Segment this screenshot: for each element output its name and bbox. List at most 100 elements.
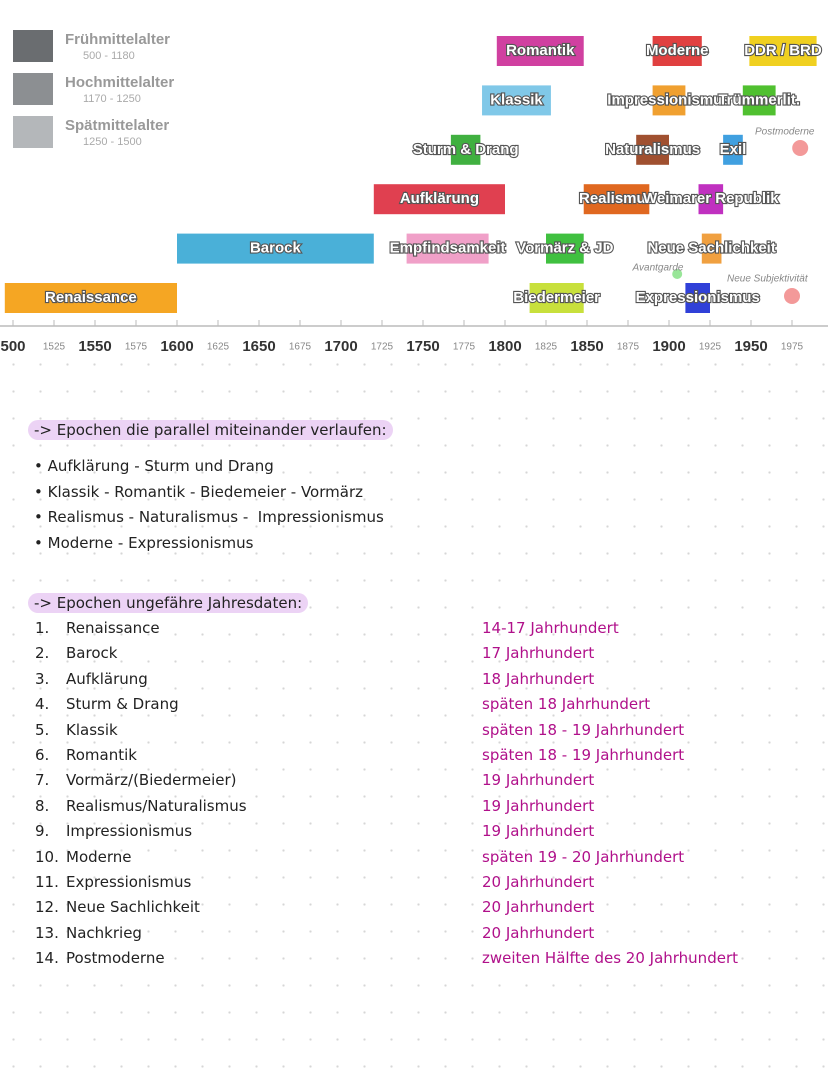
item-date: 19 Jahrhundert bbox=[482, 796, 594, 816]
item-name: Sturm & Drang bbox=[66, 694, 179, 714]
tick-label: 1850 bbox=[570, 338, 603, 355]
item-number: 8. bbox=[35, 796, 49, 816]
item-date-text: 20 Jahrhundert bbox=[482, 898, 595, 917]
item-date-text: 20 Jahrhundert bbox=[482, 873, 595, 891]
item-date: 17 Jahrhundert bbox=[482, 643, 594, 663]
item-date: 18 Jahrhundert bbox=[482, 669, 594, 689]
item-name: Realismus/Naturalismus bbox=[66, 796, 247, 816]
item-number: 13. bbox=[35, 923, 59, 943]
tick-label: 1625 bbox=[207, 342, 230, 353]
heading: -> Epochen ungefähre Jahresdaten: bbox=[28, 593, 309, 613]
item-number-text: 10. bbox=[35, 847, 59, 866]
item-number-text: 14. bbox=[35, 949, 59, 968]
legend-name: Frühmittelalter bbox=[65, 31, 170, 48]
item-name: Expressionismus bbox=[66, 872, 191, 892]
epoch-label: Naturalismus bbox=[605, 141, 700, 158]
bullet-item: • Moderne - Expressionismus bbox=[34, 533, 254, 552]
item-date: späten 18 Jahrhundert bbox=[482, 694, 650, 714]
item-name: Klassik bbox=[66, 720, 118, 740]
bullet-item: • Klassik - Romantik - Biedemeier - Vorm… bbox=[34, 482, 363, 501]
item-number-text: 2. bbox=[35, 644, 50, 663]
tick-label: 1525 bbox=[43, 342, 66, 353]
item-name-text: Sturm & Drang bbox=[66, 695, 179, 714]
heading: -> Epochen die parallel miteinander verl… bbox=[28, 420, 393, 440]
item-name-text: Nachkrieg bbox=[66, 923, 142, 942]
bullet-item-text: Klassik - Romantik - Biedemeier - Vormär… bbox=[47, 482, 363, 501]
legend-range: 500 - 1180 bbox=[83, 50, 135, 62]
item-date-text: späten 18 Jahrhundert bbox=[482, 695, 651, 714]
item-date-text: späten 19 - 20 Jahrhundert bbox=[482, 847, 685, 866]
epoch-point bbox=[672, 269, 683, 279]
epoch-label: Impressionismus bbox=[607, 91, 730, 108]
epoch-bar bbox=[698, 184, 724, 215]
item-name-text: Romantik bbox=[66, 746, 137, 764]
item-number-text: 4. bbox=[35, 695, 50, 714]
item-date-text: zweiten Hälfte des 20 Jahrhundert bbox=[482, 949, 738, 968]
legend-swatch bbox=[13, 73, 53, 105]
item-number-text: 5. bbox=[35, 720, 50, 739]
item-name-text: Postmoderne bbox=[66, 949, 165, 968]
item-name-text: Expressionismus bbox=[66, 873, 192, 891]
epoch-bar bbox=[749, 36, 817, 66]
epoch-bar bbox=[450, 134, 481, 165]
item-number: 7. bbox=[35, 770, 49, 790]
tick-label: 1825 bbox=[535, 342, 558, 353]
item-number: 5. bbox=[35, 720, 49, 740]
item-number-text: 7. bbox=[35, 771, 50, 790]
item-name: Aufklärung bbox=[66, 669, 148, 689]
item-name: Impressionismus bbox=[66, 821, 192, 841]
epoch-bar bbox=[685, 283, 710, 313]
tick-label: 1725 bbox=[371, 342, 394, 353]
legend-range: 1250 - 1500 bbox=[83, 136, 142, 148]
epoch-label: Realismus bbox=[579, 190, 654, 207]
item-number: 1. bbox=[35, 618, 49, 638]
item-name-text: Renaissance bbox=[66, 619, 160, 637]
bullet-item: • Aufklärung - Sturm und Drang bbox=[34, 457, 274, 475]
item-name: Vormärz/(Biedermeier) bbox=[66, 770, 237, 790]
item-number-text: 3. bbox=[35, 669, 50, 688]
item-name-text: Impressionismus bbox=[66, 822, 193, 841]
item-number-text: 9. bbox=[35, 822, 50, 841]
item-date: 20 Jahrhundert bbox=[482, 923, 594, 943]
legend-range: 1170 - 1250 bbox=[83, 93, 141, 105]
heading-text: -> Epochen ungefähre Jahresdaten: bbox=[28, 593, 309, 613]
point-label: Neue Subjektivität bbox=[727, 274, 809, 285]
item-date: 20 Jahrhundert bbox=[482, 897, 594, 917]
epoch-label: Weimarer Republik bbox=[643, 190, 779, 207]
item-number-text: 11. bbox=[35, 873, 59, 891]
heading-text: -> Epochen die parallel miteinander verl… bbox=[28, 420, 393, 440]
epoch-point bbox=[792, 140, 809, 156]
tick-label: 500 bbox=[0, 338, 25, 355]
item-date: 14-17 Jahrhundert bbox=[482, 618, 619, 638]
tick-label: 1600 bbox=[160, 338, 193, 355]
item-number: 6. bbox=[35, 745, 49, 765]
tick-label: 1950 bbox=[734, 338, 767, 355]
epoch-label: Empfindsamkeit bbox=[390, 240, 506, 257]
item-date-text: 14-17 Jahrhundert bbox=[482, 619, 619, 637]
item-name-text: Realismus/Naturalismus bbox=[66, 796, 247, 815]
epoch-label: DDR / BRD bbox=[744, 42, 822, 59]
item-number: 3. bbox=[35, 669, 49, 689]
bullet-item-text: Aufklärung - Sturm und Drang bbox=[47, 457, 274, 475]
epoch-bar bbox=[546, 233, 584, 264]
item-number: 14. bbox=[35, 948, 59, 968]
tick-label: 1800 bbox=[488, 338, 521, 355]
epoch-bar bbox=[373, 184, 505, 215]
epoch-bar bbox=[652, 85, 686, 116]
epoch-label: Trümmerlit. bbox=[718, 91, 800, 108]
item-date-text: 19 Jahrhundert bbox=[482, 822, 595, 841]
item-number: 9. bbox=[35, 821, 49, 841]
item-date: 19 Jahrhundert bbox=[482, 821, 594, 841]
item-name: Barock bbox=[66, 643, 117, 663]
bullet-item-text: Realismus - Naturalismus - Impressionism… bbox=[47, 508, 384, 526]
epoch-label: Barock bbox=[250, 240, 302, 257]
item-date: späten 18 - 19 Jahrhundert bbox=[482, 745, 684, 765]
point-label: Postmoderne bbox=[755, 127, 815, 138]
item-number: 12. bbox=[35, 897, 59, 917]
epoch-bar bbox=[583, 184, 650, 215]
item-date: 19 Jahrhundert bbox=[482, 770, 594, 790]
item-name: Renaissance bbox=[66, 618, 160, 638]
item-name-text: Klassik bbox=[66, 720, 118, 739]
epoch-label: Moderne bbox=[646, 42, 709, 59]
